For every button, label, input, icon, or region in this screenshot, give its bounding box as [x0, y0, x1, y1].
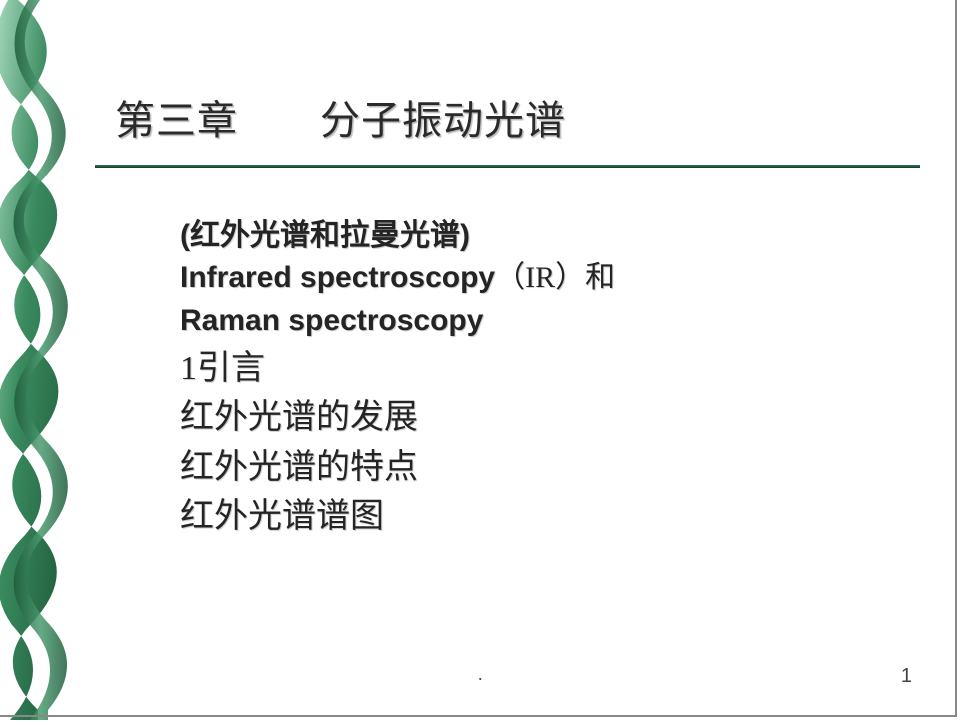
page-number: 1	[901, 665, 912, 688]
line-raman: Raman spectroscopy	[180, 301, 615, 340]
line-infrared: Infrared spectroscopy（IR）和	[180, 258, 615, 297]
item-3: 红外光谱的特点	[180, 443, 615, 492]
slide-title: 第三章 分子振动光谱	[115, 88, 566, 146]
english-text-1: Infrared spectroscopy	[180, 261, 495, 294]
item-1: 1引言	[180, 344, 615, 393]
right-edge-border	[955, 0, 957, 717]
subtitle: (红外光谱和拉曼光谱)	[180, 210, 615, 254]
bottom-edge-border	[0, 715, 957, 717]
item-4: 红外光谱谱图	[180, 492, 615, 541]
cn-suffix-1: （IR）和	[495, 261, 615, 294]
slide-content: 第三章 分子振动光谱 (红外光谱和拉曼光谱) Infrared spectros…	[0, 0, 960, 720]
title-divider	[95, 165, 920, 168]
item-2: 红外光谱的发展	[180, 393, 615, 442]
english-text-2: Raman spectroscopy	[180, 304, 483, 337]
slide-body: (红外光谱和拉曼光谱) Infrared spectroscopy（IR）和 R…	[180, 210, 615, 541]
footer-dot: .	[478, 664, 483, 685]
